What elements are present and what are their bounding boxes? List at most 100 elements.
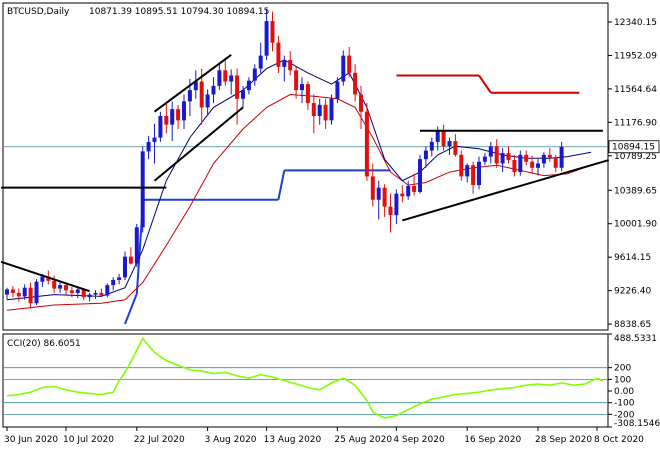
candle (146, 135, 151, 160)
price-panel (2, 2, 609, 331)
candle (370, 163, 375, 207)
candle (58, 281, 63, 293)
candle-body (300, 84, 304, 91)
candle-body (164, 116, 169, 125)
candle-body (400, 193, 405, 197)
candle (28, 282, 33, 309)
candle-body (282, 59, 287, 67)
candle-body (28, 287, 33, 304)
candle-body (382, 187, 387, 207)
candle (453, 134, 458, 157)
candle-body (158, 116, 163, 138)
candle-body (406, 185, 411, 197)
candle-body (199, 81, 204, 108)
candle-body (16, 292, 21, 297)
candle-body (52, 280, 57, 289)
cci-axis-label: 100 (614, 375, 631, 385)
cci-axis-label: -100 (614, 399, 635, 409)
candle-body (87, 294, 92, 298)
cci-axis-label: 200 (614, 364, 631, 374)
price-axis-label: 11952.09 (614, 51, 657, 61)
candle (288, 51, 293, 76)
candle-body (123, 256, 127, 278)
candle (235, 68, 240, 125)
candle-body (506, 153, 511, 161)
candle (429, 137, 434, 157)
candle-body (241, 90, 245, 99)
candle-body (394, 193, 399, 216)
candle-body (323, 104, 328, 121)
candle (10, 285, 15, 298)
candle (418, 154, 422, 194)
candle-body (553, 157, 558, 168)
candle (134, 223, 139, 268)
candle (518, 150, 523, 176)
candle (376, 180, 381, 220)
cci-axis-label: 0.00 (614, 387, 634, 397)
trendline (153, 53, 232, 113)
candle (128, 247, 133, 265)
candle (81, 288, 86, 300)
candle (111, 277, 116, 291)
candle (388, 193, 393, 233)
candle-body (341, 55, 346, 82)
candle (87, 292, 92, 302)
candle-body (288, 59, 293, 71)
trendline (402, 159, 610, 222)
cci-indicator-label: CCI(20) 86.6051 (7, 339, 81, 349)
candle (477, 156, 481, 190)
candle-body (93, 292, 98, 295)
trendline (153, 106, 244, 182)
candle (164, 103, 169, 134)
candle (494, 139, 499, 168)
candle-body (376, 187, 381, 200)
candle-body (170, 109, 175, 125)
candle-body (441, 130, 446, 147)
candle-body (536, 163, 540, 168)
candle-body (229, 75, 234, 82)
time-axis-label: 28 Sep 2020 (535, 435, 592, 445)
candle-body (370, 176, 375, 200)
price-axis-label: 10001.90 (614, 220, 657, 230)
candle (264, 9, 269, 60)
candle-body (488, 146, 493, 157)
candle-body (423, 150, 428, 160)
candle-body (117, 277, 122, 280)
candle-body (482, 156, 487, 162)
candle (5, 287, 9, 300)
time-axis-label: 25 Aug 2020 (334, 435, 392, 445)
candle-body (294, 70, 299, 91)
candle-body (187, 90, 192, 102)
candle (506, 146, 511, 164)
candle-body (530, 161, 535, 168)
candle-body (353, 72, 358, 95)
price-axis-label: 9226.40 (614, 287, 651, 297)
candle-body (128, 256, 133, 264)
candle (406, 180, 411, 200)
candle (123, 251, 127, 280)
candle (459, 150, 464, 181)
candle (541, 152, 546, 168)
candle (22, 284, 27, 300)
candle (300, 77, 304, 104)
candle (246, 77, 251, 95)
candle-body (58, 285, 63, 289)
candle-body (317, 104, 322, 117)
chart-ohlc-label: 10871.39 10895.51 10794.30 10894.15 (89, 7, 269, 17)
candle-body (305, 84, 310, 104)
candle (559, 141, 564, 172)
candle (311, 94, 316, 134)
time-axis-label: 30 Jun 2020 (4, 435, 58, 445)
candle-body (518, 154, 523, 173)
candle (64, 282, 68, 295)
candle-body (40, 276, 45, 282)
candle (359, 85, 363, 129)
time-axis-label: 8 Oct 2020 (594, 435, 644, 445)
candle (382, 184, 387, 217)
candle-body (182, 101, 186, 121)
time-axis-label: 13 Aug 2020 (264, 435, 322, 445)
candle (152, 123, 157, 164)
candle (553, 154, 558, 173)
candle-body (5, 289, 9, 295)
